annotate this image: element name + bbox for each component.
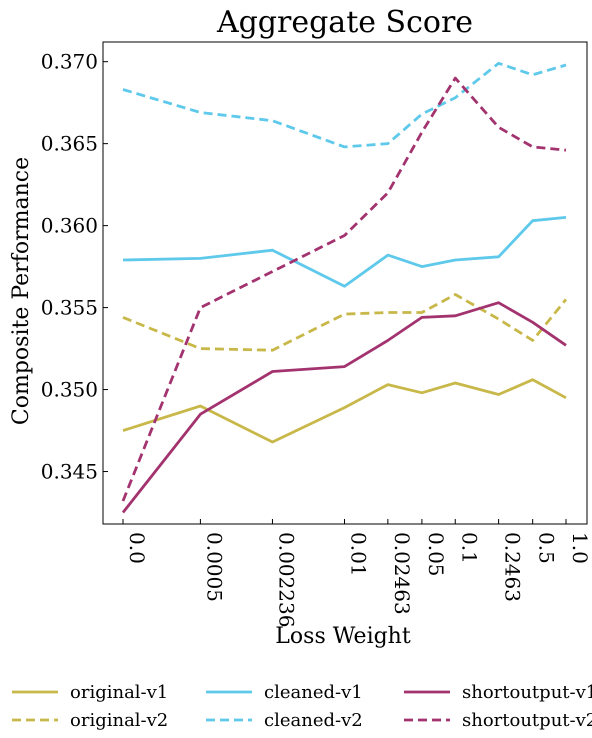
y-tick-label: 0.345	[41, 460, 98, 484]
y-axis-label: Composite Performance	[9, 157, 34, 425]
x-axis: 0.0 0.0005 0.002236 0.01 0.02463 0.05 0.1 0.246…	[122, 519, 592, 627]
legend-label: shortoutput-v1	[462, 682, 592, 703]
y-tick-label: 0.370	[41, 50, 98, 74]
x-tick-label: 0.0005	[202, 532, 226, 602]
y-tick-label: 0.360	[41, 214, 98, 238]
y-tick-label: 0.365	[41, 132, 98, 156]
x-tick-label: 0.2463	[501, 532, 525, 602]
x-tick-label: 0.01	[347, 532, 371, 577]
x-tick-label: 0.1	[457, 532, 481, 564]
x-axis-label: Loss Weight	[275, 624, 411, 649]
x-tick-label: 0.02463	[390, 532, 414, 615]
series-line-cleaned-v2	[122, 61, 567, 149]
legend-label: original-v2	[70, 710, 168, 731]
y-tick-label: 0.355	[41, 296, 98, 320]
x-tick-label: 0.002236	[274, 532, 298, 627]
x-tick-label: 0.05	[424, 532, 448, 577]
series-lines	[121, 61, 568, 514]
legend-label: original-v1	[70, 682, 168, 703]
series-line-original-v2	[122, 293, 568, 352]
chart-title: Aggregate Score	[216, 5, 473, 40]
series-line-shortoutput-v2	[121, 76, 567, 502]
x-tick-label: 0.0	[125, 532, 149, 564]
series-line-original-v1	[122, 378, 567, 444]
legend-label: cleaned-v1	[264, 682, 363, 703]
legend: original-v1 original-v2 cleaned-v1 cleaned-…	[12, 682, 592, 731]
legend-label: shortoutput-v2	[462, 710, 592, 731]
series-line-shortoutput-v1	[121, 301, 567, 514]
y-axis: 0.345 0.350 0.355 0.360 0.365 0.370	[41, 50, 108, 484]
x-tick-label: 1.0	[568, 532, 592, 564]
y-tick-label: 0.350	[41, 378, 98, 402]
plot-frame	[102, 41, 588, 525]
legend-label: cleaned-v2	[264, 710, 363, 731]
series-line-cleaned-v1	[122, 216, 567, 288]
x-tick-label: 0.5	[535, 532, 559, 564]
